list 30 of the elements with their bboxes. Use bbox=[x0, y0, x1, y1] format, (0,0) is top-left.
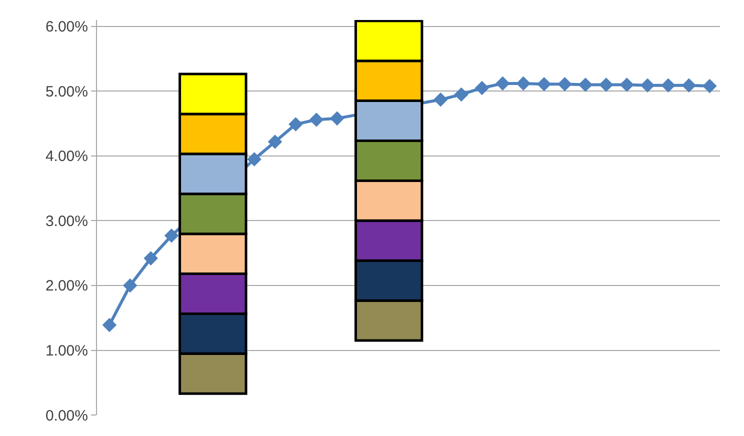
y-tick-label: 4.00% bbox=[45, 148, 88, 166]
point bbox=[247, 152, 262, 166]
point bbox=[144, 251, 158, 266]
y-tick-label: 1.00% bbox=[45, 342, 88, 360]
point bbox=[640, 78, 655, 93]
point bbox=[474, 80, 490, 96]
y-tick-label: 0.00% bbox=[45, 407, 88, 424]
point bbox=[122, 278, 138, 293]
point bbox=[578, 78, 593, 92]
point bbox=[288, 117, 303, 132]
point bbox=[702, 78, 717, 94]
y-tick-label: 5.00% bbox=[45, 83, 88, 100]
point bbox=[268, 134, 282, 149]
point bbox=[682, 78, 696, 93]
point bbox=[330, 111, 344, 126]
point bbox=[558, 76, 572, 92]
point bbox=[102, 318, 117, 332]
point bbox=[164, 228, 179, 243]
point bbox=[433, 92, 448, 107]
point bbox=[309, 112, 324, 127]
point bbox=[496, 76, 510, 91]
y-tick-label: 6.00% bbox=[45, 18, 88, 36]
point bbox=[516, 76, 531, 91]
y-tick-label: 2.00% bbox=[45, 278, 88, 295]
point bbox=[620, 78, 634, 92]
point bbox=[454, 87, 468, 102]
point bbox=[536, 76, 552, 92]
y-tick-label: 3.00% bbox=[45, 212, 88, 230]
point bbox=[661, 78, 676, 93]
point bbox=[599, 78, 614, 92]
